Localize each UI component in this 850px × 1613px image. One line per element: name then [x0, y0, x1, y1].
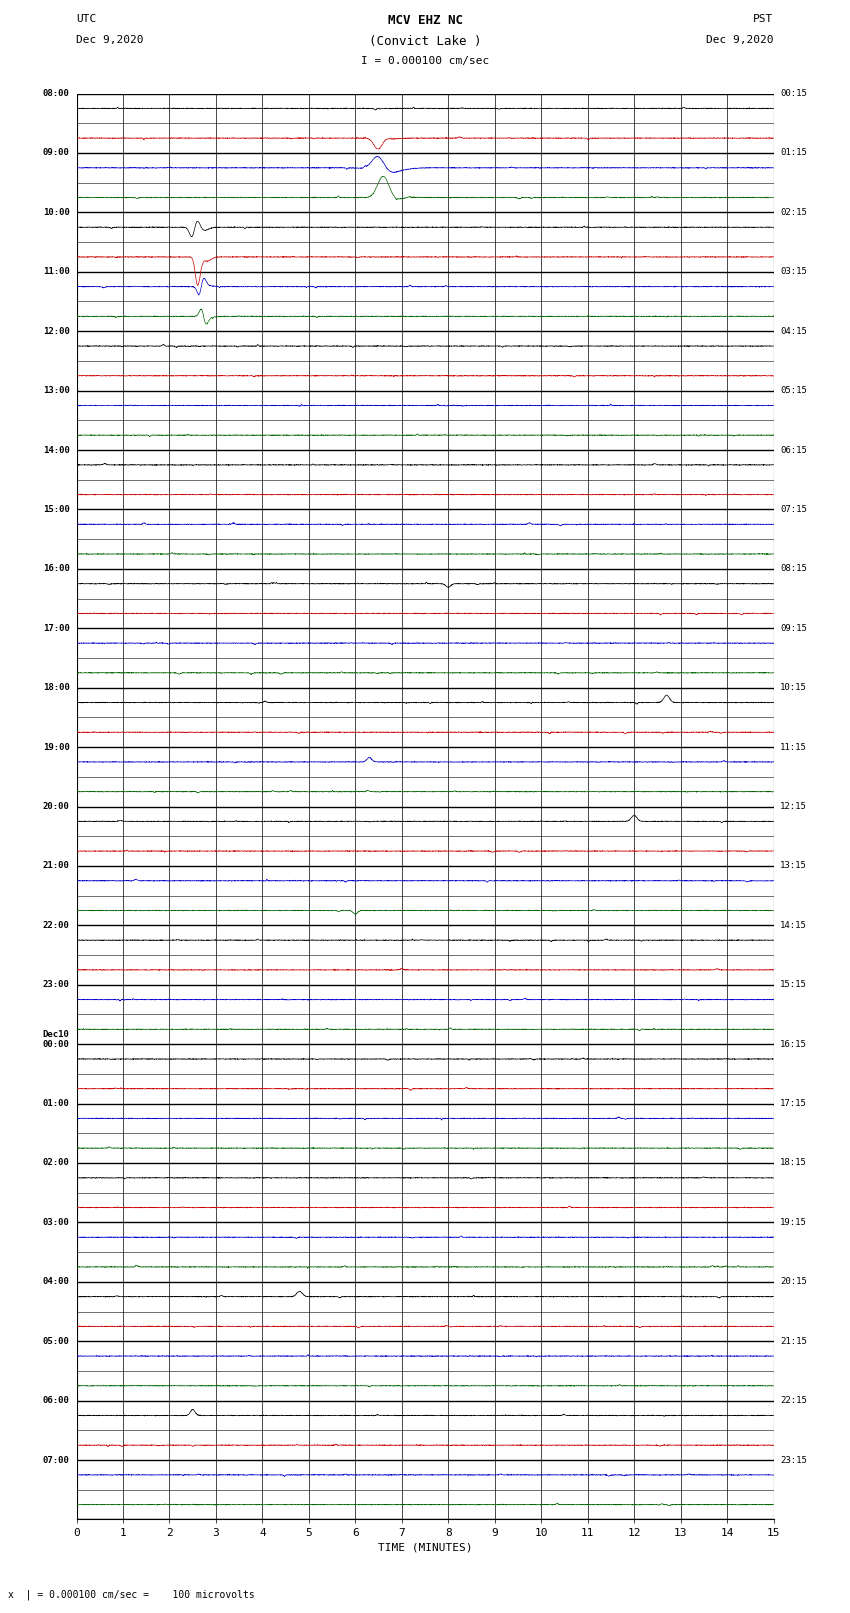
Text: 19:00: 19:00 — [42, 742, 70, 752]
Text: 07:15: 07:15 — [780, 505, 808, 515]
Text: I = 0.000100 cm/sec: I = 0.000100 cm/sec — [361, 56, 489, 66]
Text: 10:15: 10:15 — [780, 684, 808, 692]
Text: 14:15: 14:15 — [780, 921, 808, 929]
Text: 22:15: 22:15 — [780, 1397, 808, 1405]
Text: 15:00: 15:00 — [42, 505, 70, 515]
Text: 04:00: 04:00 — [42, 1277, 70, 1286]
Text: Dec 9,2020: Dec 9,2020 — [76, 35, 144, 45]
Text: 02:00: 02:00 — [42, 1158, 70, 1168]
Text: 05:00: 05:00 — [42, 1337, 70, 1345]
Text: 15:15: 15:15 — [780, 981, 808, 989]
Text: 12:15: 12:15 — [780, 802, 808, 811]
Text: 19:15: 19:15 — [780, 1218, 808, 1227]
Text: 01:15: 01:15 — [780, 148, 808, 158]
Text: 18:15: 18:15 — [780, 1158, 808, 1168]
Text: MCV EHZ NC: MCV EHZ NC — [388, 15, 462, 27]
Text: PST: PST — [753, 15, 774, 24]
X-axis label: TIME (MINUTES): TIME (MINUTES) — [377, 1542, 473, 1553]
Text: 18:00: 18:00 — [42, 684, 70, 692]
Text: 20:00: 20:00 — [42, 802, 70, 811]
Text: UTC: UTC — [76, 15, 97, 24]
Text: 20:15: 20:15 — [780, 1277, 808, 1286]
Text: Dec 9,2020: Dec 9,2020 — [706, 35, 774, 45]
Text: 21:00: 21:00 — [42, 861, 70, 871]
Text: 16:00: 16:00 — [42, 565, 70, 573]
Text: x  | = 0.000100 cm/sec =    100 microvolts: x | = 0.000100 cm/sec = 100 microvolts — [8, 1589, 255, 1600]
Text: 11:00: 11:00 — [42, 268, 70, 276]
Text: 07:00: 07:00 — [42, 1455, 70, 1465]
Text: 16:15: 16:15 — [780, 1040, 808, 1048]
Text: 03:00: 03:00 — [42, 1218, 70, 1227]
Text: 00:15: 00:15 — [780, 89, 808, 98]
Text: 10:00: 10:00 — [42, 208, 70, 216]
Text: 22:00: 22:00 — [42, 921, 70, 929]
Text: 13:15: 13:15 — [780, 861, 808, 871]
Text: 06:15: 06:15 — [780, 445, 808, 455]
Text: 13:00: 13:00 — [42, 386, 70, 395]
Text: 04:15: 04:15 — [780, 327, 808, 336]
Text: 09:00: 09:00 — [42, 148, 70, 158]
Text: 05:15: 05:15 — [780, 386, 808, 395]
Text: 23:00: 23:00 — [42, 981, 70, 989]
Text: 21:15: 21:15 — [780, 1337, 808, 1345]
Text: 17:15: 17:15 — [780, 1098, 808, 1108]
Text: 14:00: 14:00 — [42, 445, 70, 455]
Text: 23:15: 23:15 — [780, 1455, 808, 1465]
Text: 11:15: 11:15 — [780, 742, 808, 752]
Text: (Convict Lake ): (Convict Lake ) — [369, 35, 481, 48]
Text: 08:15: 08:15 — [780, 565, 808, 573]
Text: 01:00: 01:00 — [42, 1098, 70, 1108]
Text: Dec10: Dec10 — [42, 1031, 70, 1039]
Text: 17:00: 17:00 — [42, 624, 70, 632]
Text: 02:15: 02:15 — [780, 208, 808, 216]
Text: 00:00: 00:00 — [42, 1040, 70, 1048]
Text: 06:00: 06:00 — [42, 1397, 70, 1405]
Text: 08:00: 08:00 — [42, 89, 70, 98]
Text: 09:15: 09:15 — [780, 624, 808, 632]
Text: 03:15: 03:15 — [780, 268, 808, 276]
Text: 12:00: 12:00 — [42, 327, 70, 336]
